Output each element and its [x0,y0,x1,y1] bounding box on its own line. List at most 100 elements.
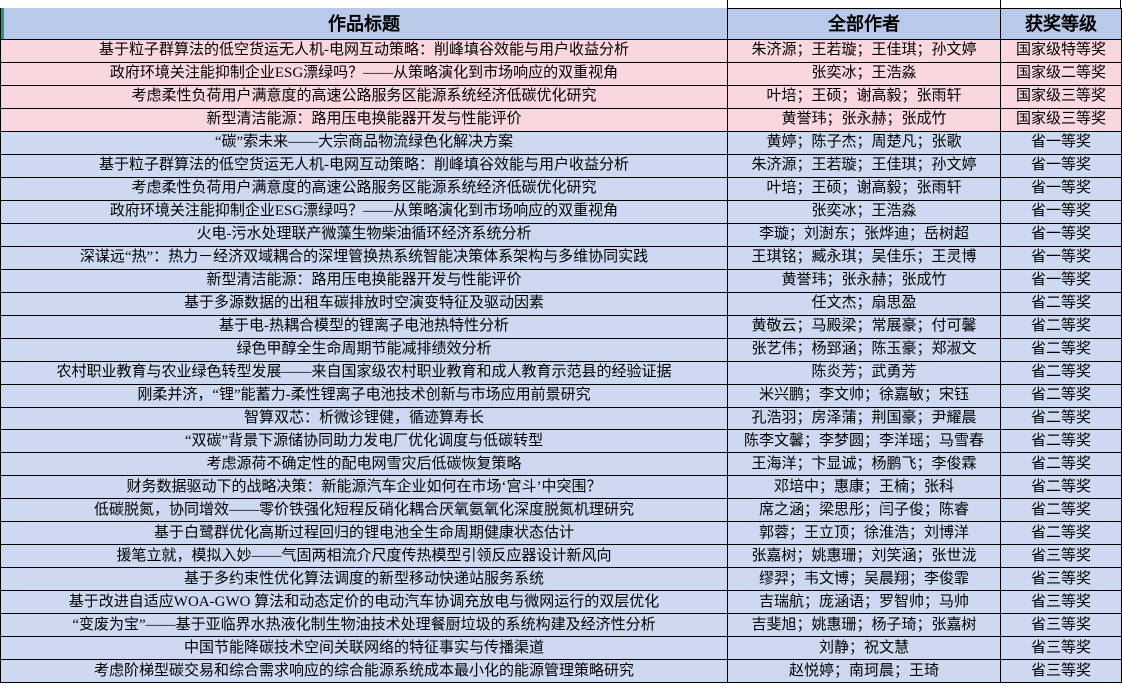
work-title-cell[interactable]: 考虑柔性负荷用户满意度的高速公路服务区能源系统经济低碳优化研究 [1,177,728,201]
table-row: “双碳”背景下源储协同助力发电厂优化调度与低碳转型 陈李文馨；李梦圆；李洋瑶；马雪… [1,430,1122,454]
award-cell[interactable]: 省二等奖 [1001,338,1122,362]
award-cell[interactable]: 省一等奖 [1001,223,1122,247]
work-title-cell[interactable]: 考虑柔性负荷用户满意度的高速公路服务区能源系统经济低碳优化研究 [1,85,728,109]
award-cell[interactable]: 省一等奖 [1001,154,1122,178]
authors-cell[interactable]: 王海洋；卞显诚；杨鹏飞；李俊霖 [728,453,1001,477]
work-title-cell[interactable]: 刚柔并济，“锂”能蓄力-柔性锂离子电池技术创新与市场应用前景研究 [1,384,728,408]
work-title-cell[interactable]: 新型清洁能源：路用压电换能器开发与性能评价 [1,108,728,132]
authors-cell[interactable]: 张奕冰；王浩淼 [728,200,1001,224]
work-title-cell[interactable]: 火电-污水处理联产微藻生物柴油循环经济系统分析 [1,223,728,247]
award-cell[interactable]: 省二等奖 [1001,361,1122,385]
work-title-cell[interactable]: 基于粒子群算法的低空货运无人机-电网互动策略：削峰填谷效能与用户收益分析 [1,154,728,178]
award-cell[interactable]: 省二等奖 [1001,499,1122,523]
authors-cell[interactable]: 朱济源；王若璇；王佳琪；孙文婷 [728,154,1001,178]
table-row: 农村职业教育与农业绿色转型发展——来自国家级农村职业教育和成人教育示范县的经验证… [1,361,1122,385]
work-title-cell[interactable]: 农村职业教育与农业绿色转型发展——来自国家级农村职业教育和成人教育示范县的经验证… [1,361,728,385]
award-cell[interactable]: 省二等奖 [1001,292,1122,316]
authors-cell[interactable]: 叶培；王硕；谢高毅；张雨轩 [728,177,1001,201]
table-row: 深谋远“热”：热力－经济双域耦合的深埋管换热系统智能决策体系架构与多维协同实践王… [1,246,1122,270]
authors-cell[interactable]: 吉瑞航；庞涵语；罗智帅；马帅 [728,591,1001,615]
award-cell[interactable]: 省二等奖 [1001,315,1122,339]
column-header-work-title[interactable]: 作品标题 [1,8,728,40]
award-cell[interactable]: 省一等奖 [1001,269,1122,293]
authors-cell[interactable]: 孔浩羽；房泽蒲；荆国豪；尹耀晨 [728,407,1001,431]
work-title-cell[interactable]: 考虑阶梯型碳交易和综合需求响应的综合能源系统成本最小化的能源管理策略研究 [1,660,728,684]
authors-cell[interactable]: 吉斐旭；姚惠珊；杨子琦；张嘉树 [728,614,1001,638]
award-cell[interactable]: 省二等奖 [1001,522,1122,546]
award-cell[interactable]: 省一等奖 [1001,246,1122,270]
award-cell[interactable]: 省三等奖 [1001,545,1122,569]
work-title-cell[interactable]: 基于改进自适应WOA-GWO 算法和动态定价的电动汽车协调充放电与微网运行的双层… [1,591,728,615]
award-cell[interactable]: 国家级特等奖 [1001,40,1122,63]
work-title-cell[interactable]: 援笔立就，模拟入妙——气固两相流介尺度传热模型引领反应器设计新风向 [1,545,728,569]
award-cell[interactable]: 省三等奖 [1001,637,1122,661]
award-cell[interactable]: 省三等奖 [1001,591,1122,615]
award-cell[interactable]: 国家级二等奖 [1001,62,1122,86]
award-cell[interactable]: 省二等奖 [1001,453,1122,477]
table-row: 绿色甲醇全生命周期节能减排绩效分析 张艺伟；杨郅涵；陈玉豪；郑淑文 省二等奖 [1,338,1122,362]
table-row: 智算双芯：析微诊锂健，循迹算寿长 孔浩羽；房泽蒲；荆国豪；尹耀晨 省二等奖 [1,407,1122,431]
authors-cell[interactable]: 黄誉玮；张永赫；张成竹 [728,108,1001,132]
authors-cell[interactable]: 陈炎芳；武勇芳 [728,361,1001,385]
authors-cell[interactable]: 黄敬云；马殿梁；常展豪；付可馨 [728,315,1001,339]
authors-cell[interactable]: 李璇；刘澍东；张烨迪；岳树超 [728,223,1001,247]
work-title-cell[interactable]: 基于多源数据的出租车碳排放时空演变特征及驱动因素 [1,292,728,316]
table-row: 考虑源荷不确定性的配电网雪灾后低碳恢复策略 王海洋；卞显诚；杨鹏飞；李俊霖 省二等奖 [1,453,1122,477]
work-title-cell[interactable]: 基于电-热耦合模型的锂离子电池热特性分析 [1,315,728,339]
authors-cell[interactable]: 赵悦婷；南珂晨；王琦 [728,660,1001,684]
award-cell[interactable]: 省一等奖 [1001,177,1122,201]
authors-cell[interactable]: 米兴鹏；李文帅；徐嘉敏；宋钰 [728,384,1001,408]
award-cell[interactable]: 省三等奖 [1001,660,1122,684]
authors-cell[interactable]: 黄誉玮；张永赫；张成竹 [728,269,1001,293]
award-cell[interactable]: 省二等奖 [1001,407,1122,431]
column-header-authors[interactable]: 全部作者 [728,8,1001,40]
work-title-cell[interactable]: 考虑源荷不确定性的配电网雪灾后低碳恢复策略 [1,453,728,477]
authors-cell[interactable]: 张嘉树；姚惠珊；刘笑涵；张世泷 [728,545,1001,569]
work-title-cell[interactable]: 基于多约束性优化算法调度的新型移动快递站服务系统 [1,568,728,592]
authors-cell[interactable]: 刘静；祝文慧 [728,637,1001,661]
authors-cell[interactable]: 王琪铭；臧永琪；吴佳乐；王灵博 [728,246,1001,270]
work-title-cell[interactable]: 深谋远“热”：热力－经济双域耦合的深埋管换热系统智能决策体系架构与多维协同实践 [1,246,728,270]
work-title-cell[interactable]: 新型清洁能源：路用压电换能器开发与性能评价 [1,269,728,293]
authors-cell[interactable]: 张艺伟；杨郅涵；陈玉豪；郑淑文 [728,338,1001,362]
authors-cell[interactable]: 任文杰；扇思盈 [728,292,1001,316]
award-cell[interactable]: 省一等奖 [1001,131,1122,155]
award-cell[interactable]: 国家级三等奖 [1001,85,1122,109]
header-row: 作品标题 全部作者 获奖等级 [1,8,1122,40]
work-title-cell[interactable]: 绿色甲醇全生命周期节能减排绩效分析 [1,338,728,362]
work-title-cell[interactable]: 政府环境关注能抑制企业ESG漂绿吗？——从策略演化到市场响应的双重视角 [1,200,728,224]
column-header-award-level[interactable]: 获奖等级 [1001,8,1122,40]
work-title-cell[interactable]: 基于白鹭群优化高斯过程回归的锂电池全生命周期健康状态估计 [1,522,728,546]
award-cell[interactable]: 省三等奖 [1001,614,1122,638]
table-row: 基于改进自适应WOA-GWO 算法和动态定价的电动汽车协调充放电与微网运行的双层… [1,591,1122,615]
authors-cell[interactable]: 朱济源；王若璇；王佳琪；孙文婷 [728,40,1001,63]
authors-cell[interactable]: 黄婷；陈子杰；周楚凡；张歌 [728,131,1001,155]
award-cell[interactable]: 省三等奖 [1001,568,1122,592]
work-title-cell[interactable]: 中国节能降碳技术空间关联网络的特征事实与传播渠道 [1,637,728,661]
authors-cell[interactable]: 席之涵；梁思彤；闫子俊；陈睿 [728,499,1001,523]
work-title-cell[interactable]: 基于粒子群算法的低空货运无人机-电网互动策略：削峰填谷效能与用户收益分析 [1,40,728,63]
work-title-cell[interactable]: 财务数据驱动下的战略决策：新能源汽车企业如何在市场‘宫斗’中突围？ [1,476,728,500]
table-row: 基于电-热耦合模型的锂离子电池热特性分析 黄敬云；马殿梁；常展豪；付可馨 省二等奖 [1,315,1122,339]
authors-cell[interactable]: 张奕冰；王浩淼 [728,62,1001,86]
table-row: 刚柔并济，“锂”能蓄力-柔性锂离子电池技术创新与市场应用前景研究 米兴鹏；李文帅；… [1,384,1122,408]
authors-cell[interactable]: 邓培中；惠康；王楠；张科 [728,476,1001,500]
award-cell[interactable]: 国家级三等奖 [1001,108,1122,132]
award-cell[interactable]: 省二等奖 [1001,476,1122,500]
award-cell[interactable]: 省二等奖 [1001,430,1122,454]
authors-cell[interactable]: 缪羿；韦文博；吴晨翔；李俊霏 [728,568,1001,592]
table-row: 基于粒子群算法的低空货运无人机-电网互动策略：削峰填谷效能与用户收益分析 朱济源；… [1,40,1122,63]
award-cell[interactable]: 省一等奖 [1001,200,1122,224]
work-title-cell[interactable]: 低碳脱氮，协同增效——零价铁强化短程反硝化耦合厌氧氨氧化深度脱氮机理研究 [1,499,728,523]
award-cell[interactable]: 省二等奖 [1001,384,1122,408]
authors-cell[interactable]: 陈李文馨；李梦圆；李洋瑶；马雪春 [728,430,1001,454]
work-title-cell[interactable]: 政府环境关注能抑制企业ESG漂绿吗？——从策略演化到市场响应的双重视角 [1,62,728,86]
work-title-cell[interactable]: 智算双芯：析微诊锂健，循迹算寿长 [1,407,728,431]
table-row: 基于粒子群算法的低空货运无人机-电网互动策略：削峰填谷效能与用户收益分析 朱济源；… [1,154,1122,178]
work-title-cell[interactable]: “变废为宝”——基于亚临界水热液化制生物油技术处理餐厨垃圾的系统构建及经济性分析 [1,614,728,638]
work-title-cell[interactable]: “双碳”背景下源储协同助力发电厂优化调度与低碳转型 [1,430,728,454]
authors-cell[interactable]: 叶培；王硕；谢高毅；张雨轩 [728,85,1001,109]
authors-cell[interactable]: 郭蓉；王立顶；徐淮浩；刘博洋 [728,522,1001,546]
work-title-cell[interactable]: “碳”索未来——大宗商品物流绿色化解决方案 [1,131,728,155]
table-body: 基于粒子群算法的低空货运无人机-电网互动策略：削峰填谷效能与用户收益分析 朱济源；… [1,40,1122,684]
